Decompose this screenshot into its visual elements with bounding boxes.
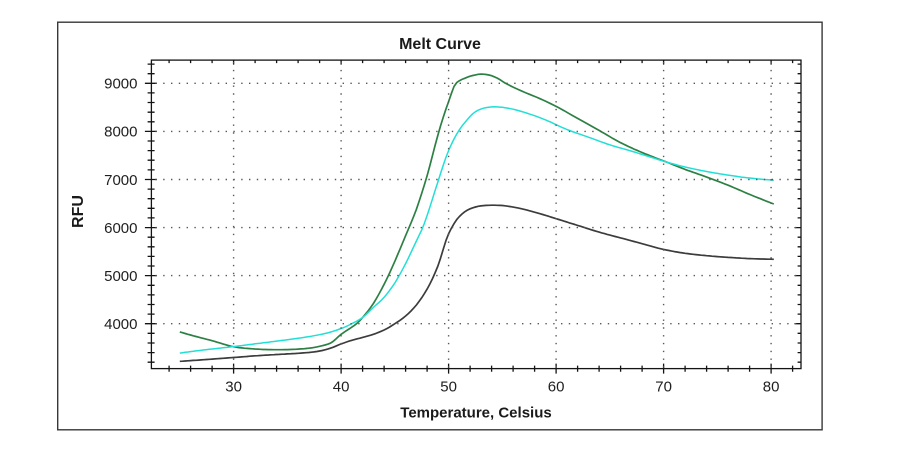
svg-text:9000: 9000 — [104, 76, 137, 93]
svg-text:60: 60 — [548, 378, 565, 395]
svg-text:Melt Curve: Melt Curve — [399, 36, 481, 53]
svg-text:RFU: RFU — [70, 195, 87, 228]
svg-text:40: 40 — [333, 378, 350, 395]
svg-text:7000: 7000 — [104, 172, 137, 189]
svg-text:4000: 4000 — [104, 316, 137, 333]
svg-text:Temperature, Celsius: Temperature, Celsius — [400, 405, 551, 422]
svg-text:70: 70 — [655, 378, 672, 395]
svg-text:8000: 8000 — [104, 124, 137, 141]
svg-text:50: 50 — [440, 378, 457, 395]
svg-text:6000: 6000 — [104, 220, 137, 237]
svg-text:30: 30 — [225, 378, 242, 395]
svg-text:5000: 5000 — [104, 268, 137, 285]
svg-text:80: 80 — [763, 378, 780, 395]
